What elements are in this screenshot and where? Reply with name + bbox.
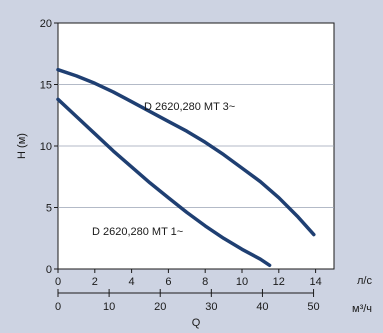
- y-axis-label: H (м): [16, 133, 28, 159]
- y-tick-label: 20: [40, 18, 52, 30]
- x-bottom-tick-label: 20: [154, 301, 166, 313]
- y-tick-label: 5: [46, 203, 52, 215]
- x-bottom-tick-label: 50: [307, 301, 319, 313]
- x-bottom-tick-label: 0: [55, 301, 61, 313]
- series-line-1: [56, 67, 316, 237]
- x-top-tick-label: 0: [55, 276, 61, 288]
- x-top-tick-label: 6: [165, 276, 171, 288]
- x-bottom-tick-label: 40: [256, 301, 268, 313]
- series-label-2: D 2620,280 MT 1~: [92, 226, 183, 238]
- series-line-2: [56, 97, 272, 268]
- x-unit-top: л/с: [357, 275, 372, 287]
- x-top-tick-label: 12: [273, 276, 285, 288]
- x-unit-bottom: м³/ч: [352, 303, 372, 315]
- y-tick-label: 15: [40, 80, 52, 92]
- x-top-tick-label: 14: [309, 276, 321, 288]
- y-tick-label: 10: [40, 141, 52, 153]
- x-top-tick-label: 8: [202, 276, 208, 288]
- y-axis-ticks: 0 5 10 15 20: [40, 18, 58, 276]
- series-group: [56, 67, 316, 268]
- x-axis-label: Q: [192, 317, 201, 329]
- series-labels: D 2620,280 MT 3~ D 2620,280 MT 1~: [92, 101, 235, 238]
- y-tick-label: 0: [46, 264, 52, 276]
- x-top-tick-label: 10: [236, 276, 248, 288]
- x-bottom-tick-label: 30: [205, 301, 217, 313]
- x-top-tick-label: 4: [129, 276, 135, 288]
- series-label-1: D 2620,280 MT 3~: [144, 101, 235, 113]
- x-bottom-tick-label: 10: [103, 301, 115, 313]
- x-axis-top-ticks: 0 2 4 6 8 10 12 14: [55, 269, 322, 288]
- x-top-tick-label: 2: [92, 276, 98, 288]
- x-axis-bottom-ticks: 0 10 20 30 40 50: [55, 289, 320, 313]
